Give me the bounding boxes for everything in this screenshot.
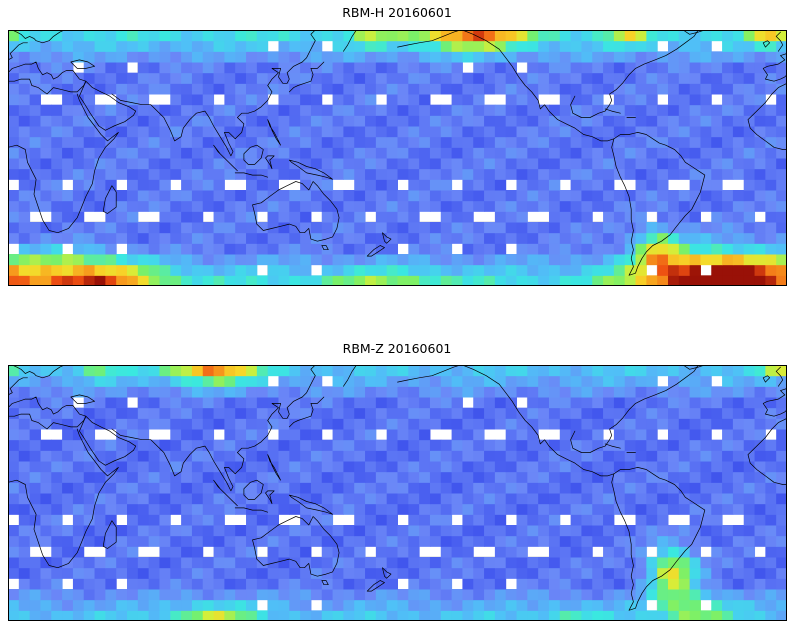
map-rbm-z	[8, 365, 787, 621]
panel-title-rbm-h: RBM-H 20160601	[342, 5, 452, 20]
map-rbm-h	[8, 30, 787, 286]
panel-title-rbm-z: RBM-Z 20160601	[342, 341, 452, 356]
